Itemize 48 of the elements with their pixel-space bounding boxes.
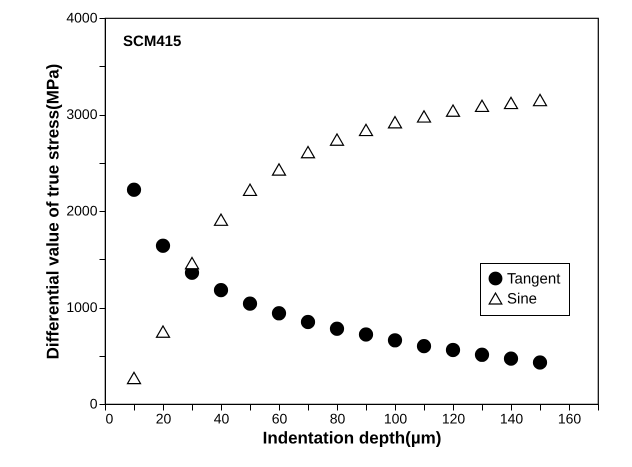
x-tick-label: 20 [156,410,172,426]
point [214,283,228,298]
point [532,94,548,106]
point [184,256,200,270]
point [300,314,316,330]
point [214,213,228,226]
point [388,116,402,128]
point [358,327,374,342]
point [532,355,548,370]
x-axis-title: Indentation depth(µm) [262,428,442,448]
x-tick-label: 140 [500,410,524,426]
x-tick-label: 100 [384,410,408,426]
point [156,325,170,338]
x-tick-label: 60 [272,410,288,426]
y-tick-label: 3000 [66,106,98,122]
point [126,182,142,197]
point [358,124,374,136]
y-tick-label: 0 [90,396,98,412]
point [388,333,402,348]
point [272,306,286,320]
legend-label: Sine [507,290,538,308]
point [272,163,286,176]
point [330,133,344,146]
point [446,342,460,358]
point [446,104,460,117]
y-tick-label: 4000 [66,10,98,26]
point [474,348,490,362]
y-axis-title: Differential value of true stress(MPa) [43,64,62,360]
x-tick-label: 0 [106,410,114,426]
point [416,110,432,123]
y-tick-label: 2000 [66,202,98,218]
point [242,184,258,196]
point [126,372,142,384]
point [416,338,432,354]
point [242,296,258,311]
annotation: SCM415 [123,33,182,50]
y-tick-label: 1000 [66,299,98,315]
x-tick-label: 120 [442,410,466,426]
point [504,352,518,366]
point [330,322,344,336]
x-tick-label: 160 [558,410,582,426]
point [156,238,170,253]
point [300,146,316,158]
point [504,96,518,110]
point [474,100,490,112]
legend-label: Tangent [507,270,562,288]
x-tick-label: 80 [330,410,346,426]
x-tick-label: 40 [214,410,230,426]
